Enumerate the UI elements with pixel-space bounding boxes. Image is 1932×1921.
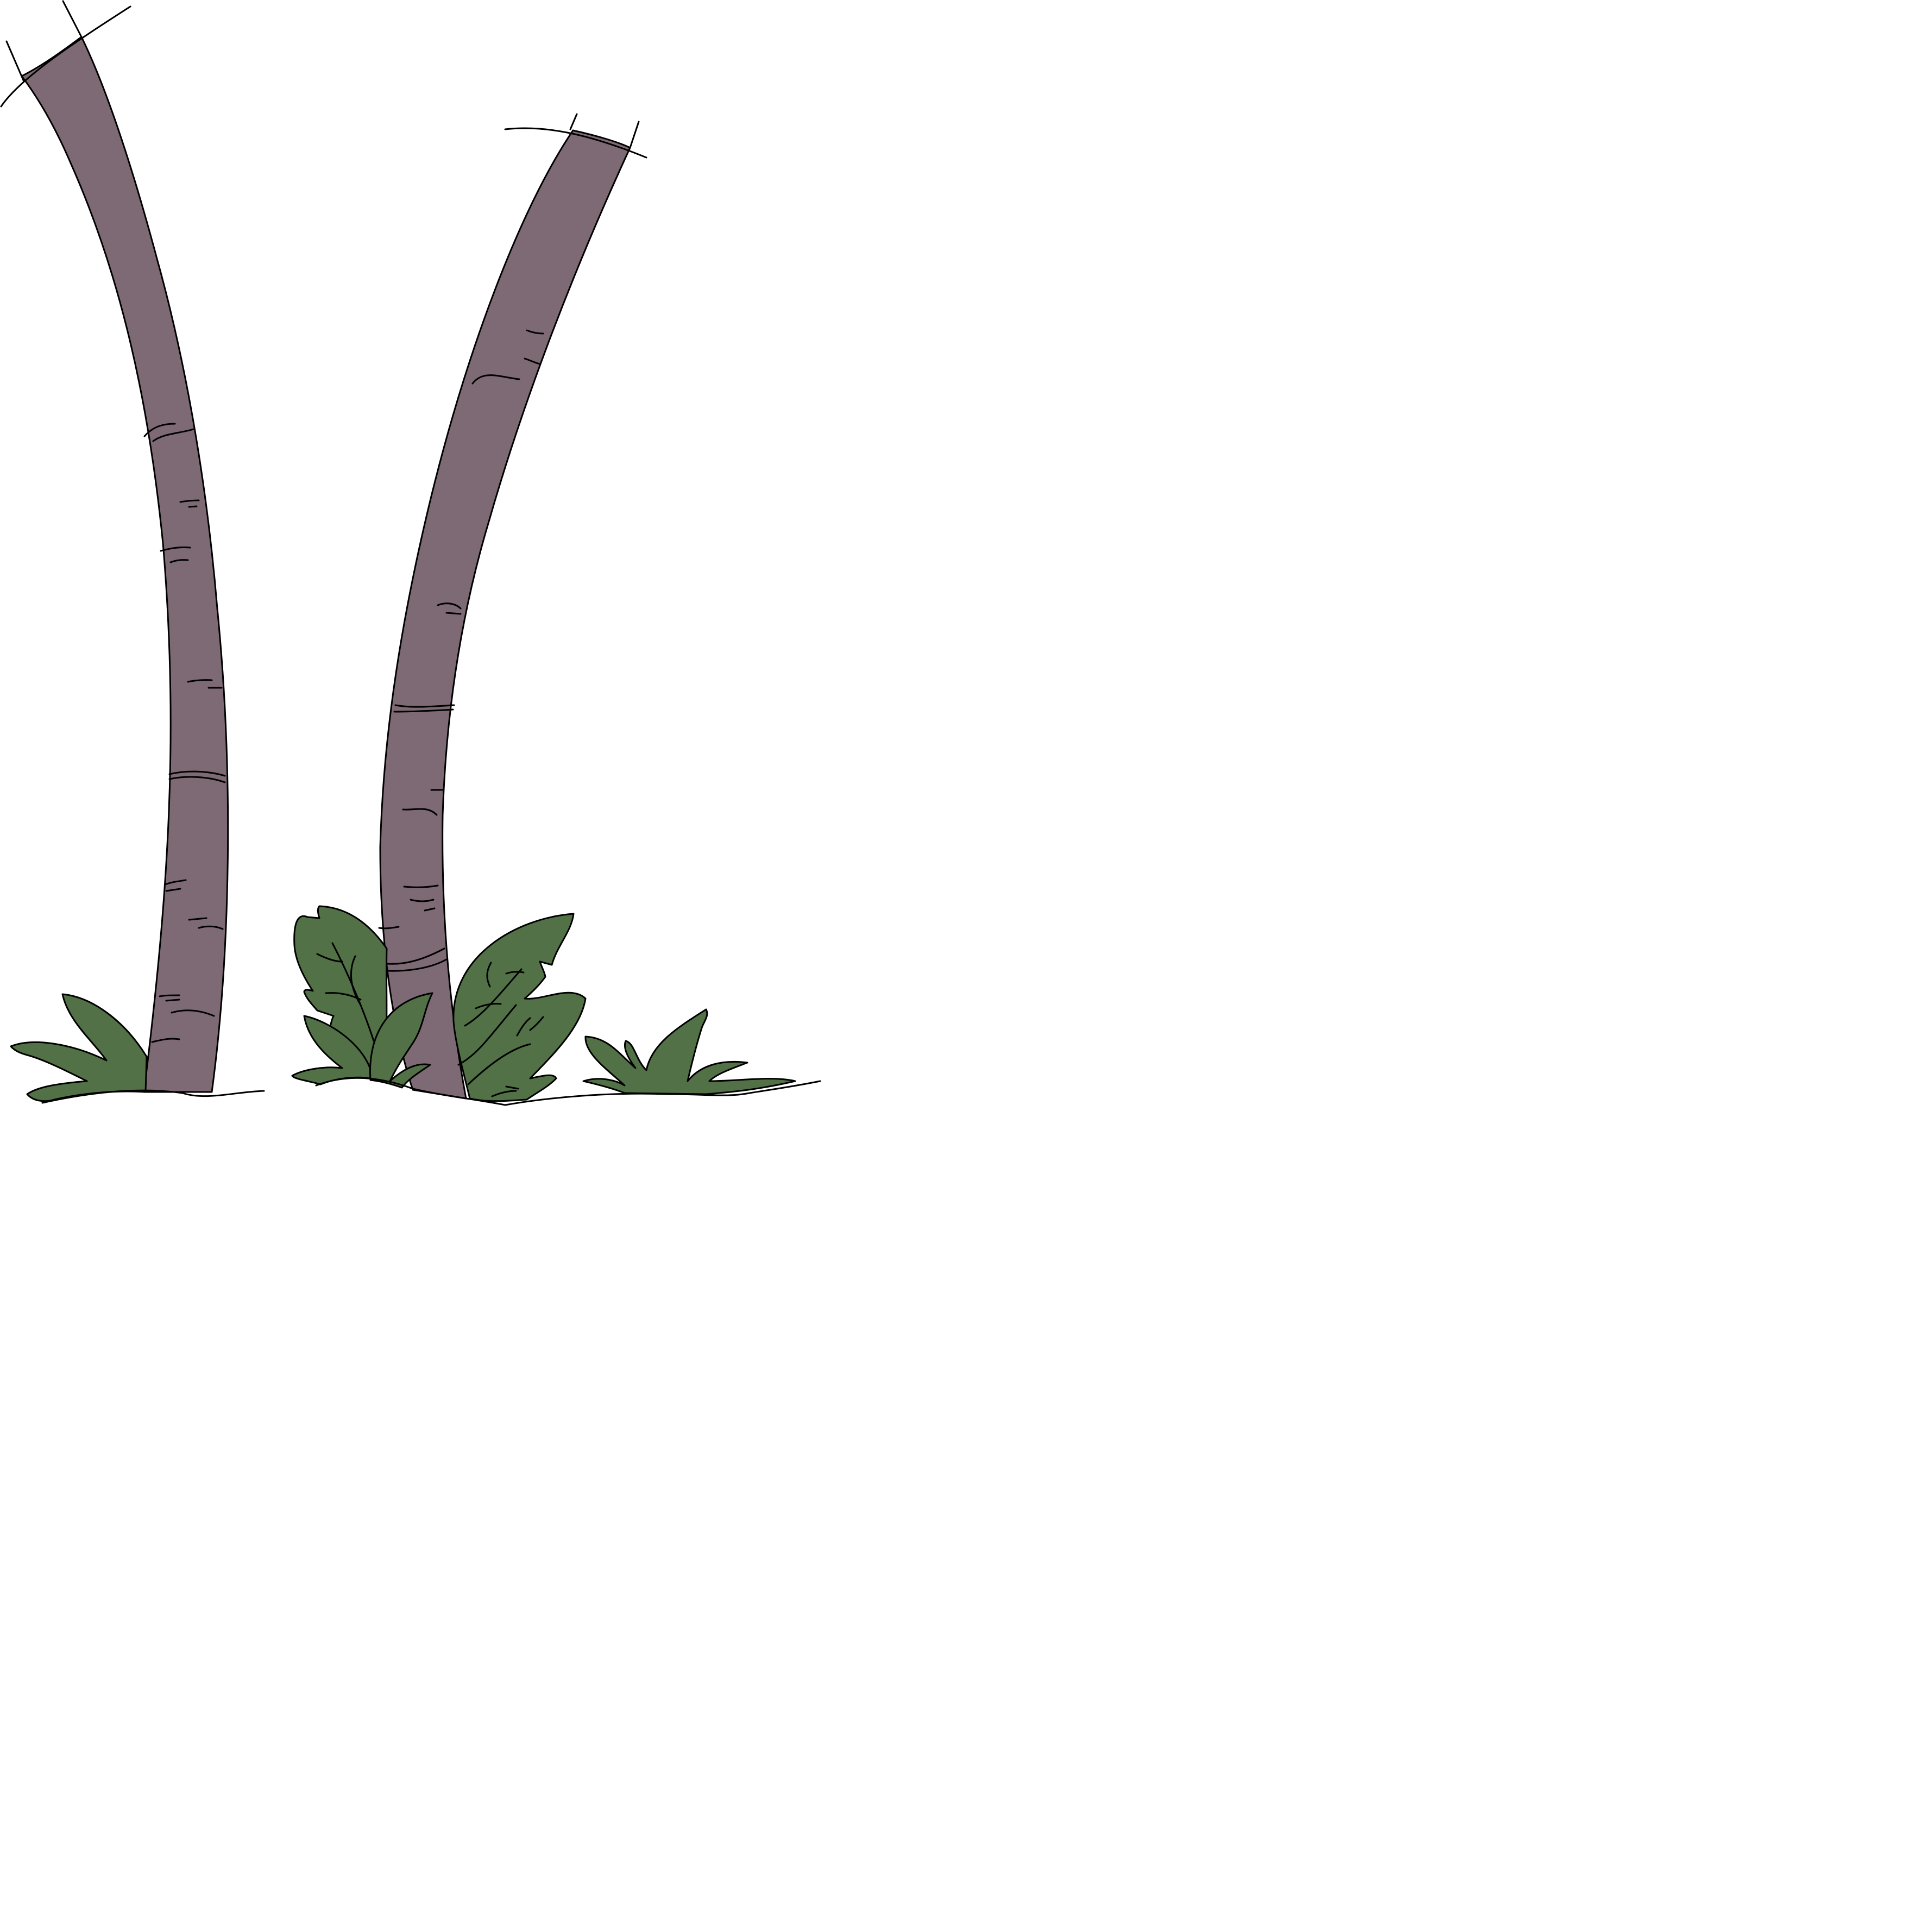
left-bush-leaves [10,993,148,1102]
middle-bush-leaf-veins [316,942,544,1097]
left-tree-trunk [0,0,229,1093]
middle-bush-lower-left-leaf [291,1015,374,1085]
ground-line-middle [315,1077,821,1106]
left-trunk-bark-marks [143,423,226,1043]
right-trunk-bark-marks [378,329,544,972]
middle-bush-center-leaf [369,992,433,1089]
middle-bush [291,905,587,1102]
right-bush-leaves [582,1008,796,1095]
right-trunk-top-cut [504,127,647,159]
left-trunk-edge-right [62,0,83,38]
left-bush [10,993,148,1102]
middle-bush-left-leaf [293,905,388,1078]
middle-bush-right-leaf [452,913,587,1102]
left-trunk-edge-left [5,40,25,83]
ground-line [41,1089,265,1104]
left-trunk-top-cut [0,5,131,108]
right-trunk-edge-right [629,121,640,149]
left-trunk-body [21,36,229,1093]
right-bush [582,1008,796,1095]
right-trunk-edge-left [569,113,578,130]
